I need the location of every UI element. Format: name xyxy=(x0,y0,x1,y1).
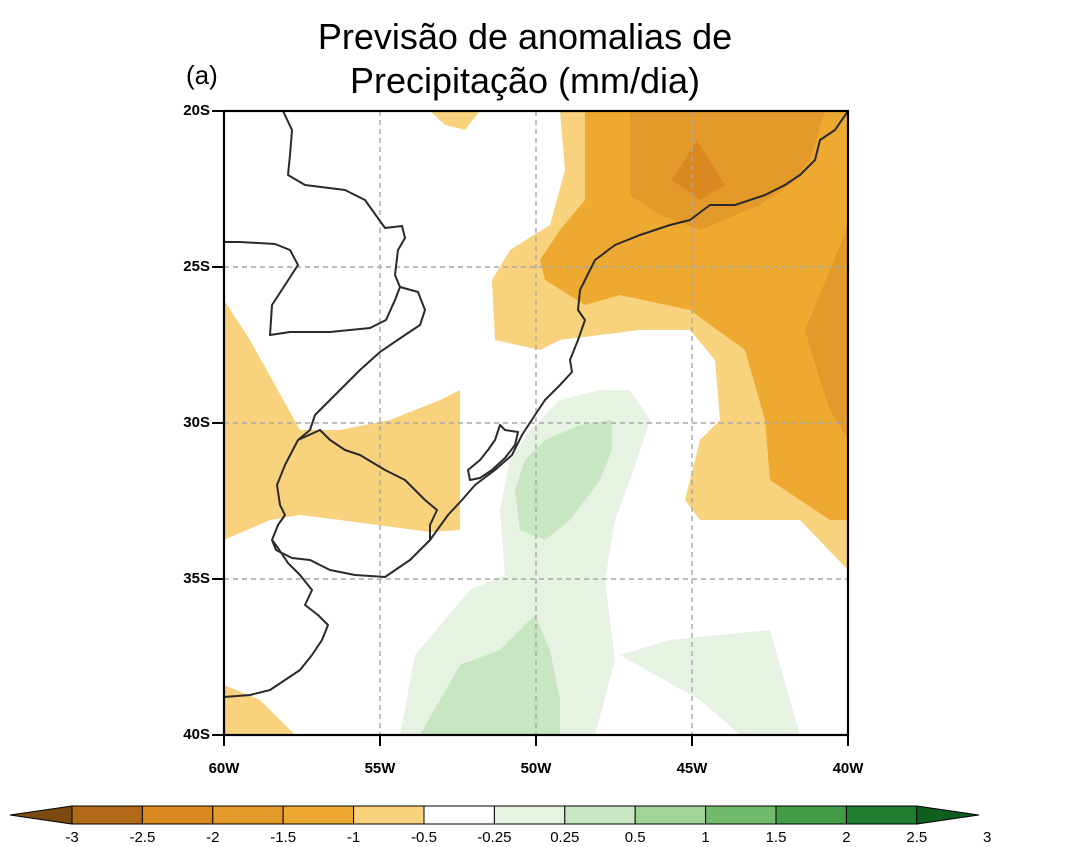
colorbar-tick-label: 2.5 xyxy=(906,829,928,846)
brazil-coastline xyxy=(224,111,848,578)
panel-label: (a) xyxy=(186,60,218,90)
lat-label-30s: 30S xyxy=(183,414,210,431)
dry-anomaly-north-light xyxy=(430,111,480,130)
dry-anomaly-southwest-light xyxy=(224,685,295,735)
colorbar-tick-label: 1.5 xyxy=(765,829,787,846)
colorbar-box xyxy=(71,805,143,825)
colorbar-tick-label: -2.5 xyxy=(129,829,156,846)
colorbar-tick-label: -2 xyxy=(206,829,220,846)
map-title-line-2: Precipitação (mm/dia) xyxy=(349,60,701,101)
colorbar-box xyxy=(212,805,284,825)
colorbar-box xyxy=(564,805,636,825)
lat-label-35s: 35S xyxy=(183,570,210,587)
argentina-coast xyxy=(224,539,329,698)
coastlines-and-borders xyxy=(224,111,848,698)
colorbar-box xyxy=(493,805,566,825)
wet-anomaly-central-mid xyxy=(515,420,612,540)
colorbar-tick-label: 3 xyxy=(983,829,992,846)
colorbar-arrow-right xyxy=(916,805,979,825)
uruguay-border xyxy=(297,429,438,540)
colorbar xyxy=(9,805,979,825)
lon-label-60w: 60W xyxy=(208,760,240,777)
colorbar-tick-label: -1 xyxy=(346,829,361,846)
paraguay-border xyxy=(282,111,406,288)
colorbar-tick-label: -0.25 xyxy=(477,829,512,846)
dry-anomaly-core xyxy=(672,140,725,200)
colorbar-box xyxy=(282,805,355,825)
colorbar-arrow-left xyxy=(9,805,73,825)
wet-anomaly-south-mid xyxy=(420,615,560,735)
colorbar-tick-label: -1.5 xyxy=(270,829,297,846)
dry-anomaly-east-strong xyxy=(805,225,848,440)
colorbar-tick-label: -0.5 xyxy=(411,829,437,846)
map-title-line-1: Previsão de anomalias de xyxy=(317,16,733,57)
lon-label-55w: 55W xyxy=(364,760,396,777)
colorbar-tick-label: -3 xyxy=(65,829,79,846)
graticule xyxy=(224,111,848,735)
colorbar-tick-label: 2 xyxy=(842,829,851,846)
colorbar-tick-label: 1 xyxy=(701,829,710,846)
lon-label-50w: 50W xyxy=(520,760,552,777)
colorbar-box xyxy=(353,805,425,825)
lon-label-40w: 40W xyxy=(832,760,864,777)
lagoa-dos-patos xyxy=(467,424,519,481)
colorbar-box xyxy=(141,805,214,825)
lon-label-45w: 45W xyxy=(676,760,708,777)
dry-anomaly-northeast-mid xyxy=(540,111,848,520)
colorbar-tick-label: 0.5 xyxy=(624,829,646,846)
lat-label-20s: 20S xyxy=(183,102,210,119)
wet-anomaly-east-light xyxy=(620,630,800,735)
lat-label-40s: 40S xyxy=(183,726,210,743)
colorbar-box xyxy=(845,805,918,825)
colorbar-box xyxy=(423,805,495,825)
colorbar-tick-label: 0.25 xyxy=(550,829,580,846)
colorbar-box xyxy=(705,805,777,825)
colorbar-box xyxy=(634,805,707,825)
colorbar-box xyxy=(775,805,847,825)
dry-anomaly-northeast-strong xyxy=(630,111,825,230)
axis-ticks xyxy=(212,110,849,746)
lat-label-25s: 25S xyxy=(183,258,210,275)
dry-anomaly-uruguay-light xyxy=(224,300,460,540)
